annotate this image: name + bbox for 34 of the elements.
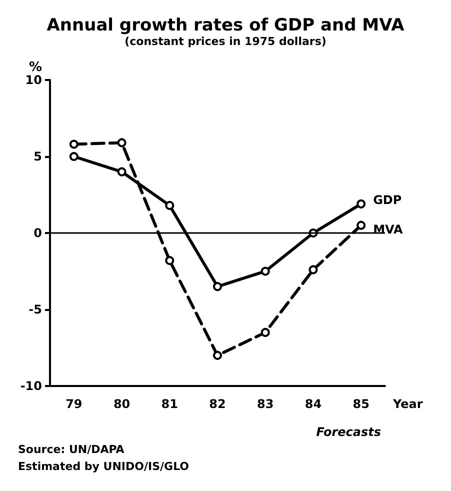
text: Forecasts [316, 425, 382, 439]
y-tick-label: -5 [28, 302, 42, 316]
x-tick-label: 80 [113, 397, 130, 411]
point [308, 265, 318, 274]
y-tick-label: 5 [34, 150, 42, 164]
chart-title: Annual growth rates of GDP and MVA [46, 16, 406, 36]
point [260, 328, 270, 337]
x-tick-label: 82 [209, 397, 226, 411]
point [165, 256, 174, 266]
point [213, 350, 222, 360]
point [69, 152, 78, 161]
point [356, 199, 366, 208]
y-tick-label: 10 [25, 73, 42, 87]
point [117, 138, 126, 148]
point [165, 200, 174, 210]
series-label: GDP [373, 192, 402, 207]
point [117, 167, 126, 176]
x-tick-label: 85 [352, 397, 370, 411]
text: Estimated by UNIDO/IS/GLO [18, 460, 190, 473]
point [69, 140, 78, 149]
source-note: Source: UN/DAPA [18, 443, 125, 456]
chart-subtitle: (constant prices in 1975 dollars) [124, 35, 326, 48]
x-axis-title: Year [392, 397, 423, 411]
y-axis-title: % [28, 60, 42, 75]
y-tick-label: 0 [34, 226, 42, 240]
x-tick-label: 79 [66, 397, 82, 411]
point [213, 282, 222, 292]
y-tick-label: -10 [20, 379, 42, 393]
x-tick-label: 84 [304, 397, 322, 411]
x-tick-label: 81 [161, 397, 178, 411]
series-label: MVA [373, 222, 404, 236]
point [356, 220, 366, 230]
x-tick-label: 83 [257, 397, 274, 411]
point [260, 266, 270, 276]
